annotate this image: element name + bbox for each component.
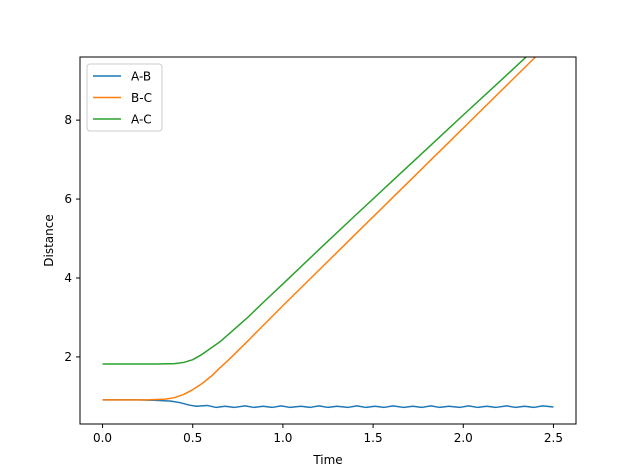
plot-area-frame <box>79 56 577 425</box>
legend: A-B B-C A-C <box>86 63 163 132</box>
x-tick-label: 2.0 <box>454 431 473 445</box>
x-tick-label: 0.0 <box>93 431 112 445</box>
x-tick-label: 1.0 <box>273 431 292 445</box>
x-axis-ticks: 0.0 0.5 1.0 1.5 2.0 2.5 <box>93 424 563 445</box>
x-tick-label: 0.5 <box>183 431 202 445</box>
legend-frame <box>86 63 163 132</box>
x-tick-label: 1.5 <box>364 431 383 445</box>
series-layer <box>102 57 554 409</box>
y-axis-label: Distance <box>42 214 56 266</box>
legend-label-a-c: A-C <box>131 113 152 127</box>
legend-label-b-c: B-C <box>131 91 152 105</box>
y-tick-label: 6 <box>64 192 72 206</box>
legend-label-a-b: A-B <box>131 70 151 84</box>
series-line-b-c <box>102 57 537 401</box>
series-line-a-c <box>102 57 528 365</box>
y-tick-label: 8 <box>64 113 72 127</box>
x-axis-label: Time <box>312 453 342 467</box>
y-tick-label: 4 <box>64 271 72 285</box>
y-tick-label: 2 <box>64 350 72 364</box>
y-axis-ticks: 2 4 6 8 <box>64 113 80 364</box>
series-line-a-b <box>102 399 554 409</box>
x-tick-label: 2.5 <box>544 431 563 445</box>
